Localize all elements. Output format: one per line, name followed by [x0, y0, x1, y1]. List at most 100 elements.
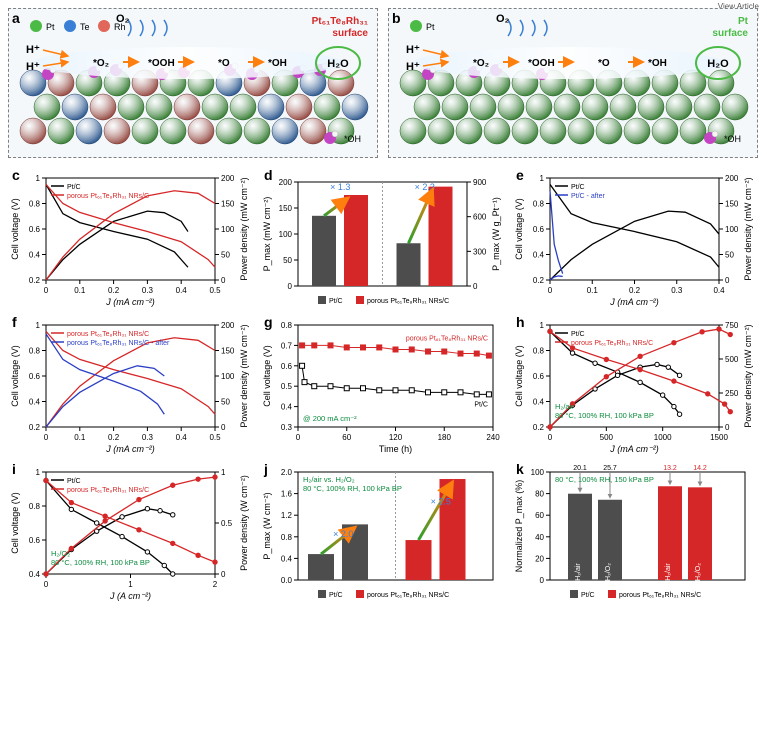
- svg-text:0.4: 0.4: [281, 403, 293, 412]
- svg-text:0.6: 0.6: [533, 225, 545, 234]
- svg-text:J (mA cm⁻²): J (mA cm⁻²): [609, 297, 658, 307]
- chart-g-svg: 0601201802400.30.40.50.60.70.8Time (h)Ce…: [260, 315, 505, 455]
- svg-text:c: c: [12, 168, 20, 183]
- svg-text:200: 200: [221, 174, 235, 183]
- svg-text:J (mA cm⁻²): J (mA cm⁻²): [609, 444, 658, 454]
- chart-i-svg: 0120.40.60.8100.51J (A cm⁻²)Cell voltage…: [8, 462, 253, 602]
- svg-text:d: d: [264, 168, 273, 183]
- svg-text:0: 0: [44, 286, 49, 295]
- svg-text:0: 0: [221, 276, 226, 285]
- svg-text:150: 150: [725, 200, 739, 209]
- svg-text:500: 500: [725, 355, 739, 364]
- svg-text:Cell voltage (V): Cell voltage (V): [514, 345, 524, 407]
- chart-h: 0500100015000.20.40.60.810250500750J (mA…: [512, 315, 757, 455]
- svg-text:Cell voltage (V): Cell voltage (V): [10, 492, 20, 554]
- svg-text:1.6: 1.6: [281, 490, 293, 499]
- svg-text:0.8: 0.8: [29, 200, 41, 209]
- svg-text:200: 200: [279, 178, 293, 187]
- svg-text:0.8: 0.8: [281, 321, 293, 330]
- svg-text:Pt/C: Pt/C: [474, 401, 488, 408]
- svg-text:i: i: [12, 462, 16, 477]
- svg-text:Pt/C: Pt/C: [329, 298, 343, 305]
- svg-text:0: 0: [473, 282, 478, 291]
- svg-text:0.4: 0.4: [533, 251, 545, 260]
- svg-text:surface: surface: [712, 28, 748, 39]
- svg-text:0.2: 0.2: [29, 276, 41, 285]
- svg-text:H₂/air vs. H₂/O₂: H₂/air vs. H₂/O₂: [303, 475, 355, 484]
- svg-text:100: 100: [221, 372, 235, 381]
- svg-text:0.5: 0.5: [209, 433, 221, 442]
- chart-c: 00.10.20.30.40.50.20.40.60.8105010015020…: [8, 168, 253, 308]
- svg-text:P_max (mW cm⁻²): P_max (mW cm⁻²): [262, 197, 272, 272]
- svg-text:H⁺: H⁺: [406, 61, 420, 73]
- svg-text:0.8: 0.8: [29, 347, 41, 356]
- svg-text:0.8: 0.8: [29, 502, 41, 511]
- svg-text:0.2: 0.2: [108, 433, 120, 442]
- svg-text:J (A cm⁻²): J (A cm⁻²): [109, 591, 151, 601]
- svg-text:Pt/C: Pt/C: [581, 592, 595, 599]
- svg-text:1: 1: [36, 321, 41, 330]
- svg-text:80 °C, 100% RH, 100 kPa BP: 80 °C, 100% RH, 100 kPa BP: [51, 558, 150, 567]
- svg-text:0.3: 0.3: [671, 286, 683, 295]
- svg-text:Pt: Pt: [46, 22, 55, 32]
- chart-k-svg: 02040608010020.1H₂/air25.7H₂/O₂13.2H₂/ai…: [512, 462, 757, 602]
- svg-text:Power density (mW cm⁻²): Power density (mW cm⁻²): [743, 324, 753, 427]
- svg-text:0.6: 0.6: [29, 225, 41, 234]
- svg-text:Te: Te: [80, 22, 90, 32]
- svg-text:100: 100: [725, 225, 739, 234]
- svg-text:J (mA cm⁻²): J (mA cm⁻²): [105, 444, 154, 454]
- svg-text:150: 150: [221, 347, 235, 356]
- svg-text:H⁺: H⁺: [26, 61, 40, 73]
- svg-text:1: 1: [36, 468, 41, 477]
- svg-text:180: 180: [438, 433, 452, 442]
- chart-j: 0.00.40.81.21.62.0H₂/air vs. H₂/O₂80 °C,…: [260, 462, 505, 602]
- svg-text:500: 500: [600, 433, 614, 442]
- svg-text:100: 100: [531, 468, 545, 477]
- svg-text:0.1: 0.1: [74, 286, 86, 295]
- svg-text:0: 0: [44, 580, 49, 589]
- svg-text:Cell voltage (V): Cell voltage (V): [10, 198, 20, 260]
- svg-text:Pt: Pt: [426, 22, 435, 32]
- svg-text:0.6: 0.6: [533, 372, 545, 381]
- svg-text:Power density (W cm⁻²): Power density (W cm⁻²): [239, 475, 249, 571]
- svg-text:H₂O: H₂O: [707, 58, 729, 70]
- svg-text:20: 20: [535, 554, 544, 563]
- svg-text:0.7: 0.7: [281, 341, 293, 350]
- svg-text:0.2: 0.2: [533, 423, 545, 432]
- svg-text:0.6: 0.6: [281, 362, 293, 371]
- svg-text:0.4: 0.4: [29, 251, 41, 260]
- svg-text:*OH: *OH: [344, 134, 361, 144]
- schematic-b-svg: *O₂*OOH*O*OHH⁺H⁺O₂H₂OPtsurfacePt*OH: [388, 8, 758, 158]
- svg-text:240: 240: [486, 433, 500, 442]
- svg-text:150: 150: [279, 204, 293, 213]
- svg-text:porous Pt₆₁Te₈Rh₃₁ NRs/C: porous Pt₆₁Te₈Rh₃₁ NRs/C: [67, 487, 149, 494]
- svg-text:0.4: 0.4: [176, 286, 188, 295]
- svg-text:O₂: O₂: [496, 13, 510, 25]
- svg-text:40: 40: [535, 533, 544, 542]
- svg-text:0.4: 0.4: [29, 570, 41, 579]
- chart-e: 00.10.20.30.40.20.40.60.81050100150200J …: [512, 168, 757, 308]
- svg-text:600: 600: [473, 213, 487, 222]
- svg-text:Pt: Pt: [738, 16, 749, 27]
- svg-text:Time (h): Time (h): [379, 444, 412, 454]
- schematic-a-svg: *O₂*OOH*O*OHH⁺H⁺O₂H₂OPt₆₁Te₈Rh₃₁surfaceP…: [8, 8, 378, 158]
- svg-text:80 °C, 100% RH, 100 kPa BP: 80 °C, 100% RH, 100 kPa BP: [303, 484, 402, 493]
- svg-text:0.2: 0.2: [108, 286, 120, 295]
- svg-text:porous Pt₆₁Te₈Rh₃₁ NRs/C: porous Pt₆₁Te₈Rh₃₁ NRs/C: [367, 592, 449, 599]
- svg-text:13.2: 13.2: [663, 465, 677, 472]
- svg-text:*OH: *OH: [268, 58, 287, 69]
- svg-text:80 °C, 100% RH, 150 kPa BP: 80 °C, 100% RH, 150 kPa BP: [555, 475, 654, 484]
- svg-text:P_max (W g_Pt⁻¹): P_max (W g_Pt⁻¹): [491, 197, 501, 271]
- svg-text:Pt/C: Pt/C: [571, 331, 585, 338]
- svg-text:H₂/air: H₂/air: [665, 563, 672, 581]
- svg-text:Power density (mW cm⁻²): Power density (mW cm⁻²): [239, 177, 249, 280]
- svg-text:1: 1: [221, 468, 226, 477]
- svg-text:porous Pt₆₁Te₈Rh₃₁ NRs/C: porous Pt₆₁Te₈Rh₃₁ NRs/C: [571, 340, 653, 347]
- svg-text:0.3: 0.3: [142, 433, 154, 442]
- svg-text:H₂/air: H₂/air: [555, 402, 574, 411]
- svg-text:0.8: 0.8: [533, 347, 545, 356]
- svg-text:0: 0: [221, 423, 226, 432]
- svg-text:250: 250: [725, 389, 739, 398]
- svg-text:Pt/C - after: Pt/C - after: [571, 193, 606, 200]
- svg-text:0.4: 0.4: [176, 433, 188, 442]
